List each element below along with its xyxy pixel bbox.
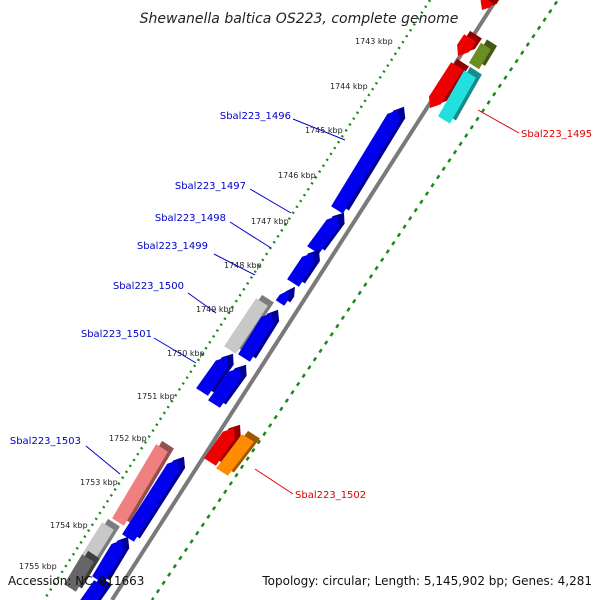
gene-label-forward[interactable]: Sbal223_1498	[155, 213, 226, 224]
rna-feature	[428, 58, 469, 108]
gene-features	[64, 0, 500, 600]
gene-arrow-sbal223-1501	[196, 353, 234, 396]
ruler-tick-label: 1751 kbp	[137, 392, 175, 401]
gene-label-forward[interactable]: Sbal223_1497	[175, 181, 246, 192]
gene-arrow	[112, 440, 174, 526]
gene-arrow-sbal223-1500	[238, 309, 280, 362]
label-leaders	[85, 109, 520, 495]
gene-arrow	[92, 536, 130, 584]
rna-feature	[480, 0, 500, 10]
ruler-tick-label: 1744 kbp	[330, 82, 368, 91]
gene-arrow-sbal223-1502	[216, 430, 260, 476]
gene-arrow-sbal223-1497	[307, 212, 345, 254]
label-leader-line	[477, 109, 520, 134]
gene-arrow-sbal223-1498	[287, 249, 320, 287]
ruler-tick-label: 1746 kbp	[278, 171, 316, 180]
gene-arrow	[208, 364, 247, 408]
label-leader-line	[249, 188, 292, 214]
gene-arrow	[224, 294, 274, 354]
ruler-tick-label: 1747 kbp	[251, 217, 289, 226]
gene-arrow	[82, 518, 120, 562]
gene-label-forward[interactable]: Sbal223_1501	[81, 329, 152, 340]
ruler-tick-label: 1749 kbp	[196, 305, 234, 314]
ruler-ticks: 1743 kbp 1744 kbp 1745 kbp 1746 kbp 1747 kbp…	[19, 37, 393, 571]
gene-arrow	[468, 39, 498, 70]
ruler-tick-label: 1748 kbp	[224, 261, 262, 270]
gene-arrow-sbal223-1496	[331, 106, 406, 214]
label-leader-line	[85, 445, 121, 475]
label-leader-line	[153, 337, 197, 364]
gene-label-forward[interactable]: Sbal223_1499	[137, 241, 208, 252]
ruler-line	[42, 0, 432, 600]
label-leader-line	[229, 221, 272, 249]
ruler-tick-label: 1754 kbp	[50, 521, 88, 530]
gene-labels: Sbal223_1496 Sbal223_1497 Sbal223_1498 Sbal…	[10, 111, 592, 501]
label-leader-line	[213, 253, 256, 276]
map-title: Shewanella baltica OS223, complete genom…	[140, 11, 459, 27]
gene-arrow	[80, 576, 112, 600]
label-leader-line	[292, 118, 346, 141]
gene-label-reverse[interactable]: Sbal223_1502	[295, 490, 366, 501]
label-leader-line	[187, 292, 217, 314]
ruler-tick-label: 1750 kbp	[167, 349, 205, 358]
gene-arrow	[64, 550, 100, 592]
gene-arrow-sbal223-1495	[438, 66, 482, 124]
feature-track-line	[150, 0, 560, 600]
rna-feature	[204, 424, 241, 466]
genome-summary-text: Topology: circular; Length: 5,145,902 bp…	[262, 574, 592, 588]
ruler-tick-label: 1753 kbp	[80, 478, 118, 487]
ruler-tick-label: 1755 kbp	[19, 562, 57, 571]
label-leader-line	[254, 468, 294, 495]
gene-label-forward[interactable]: Sbal223_1503	[10, 436, 81, 447]
accession-text: Accession: NC_011663	[8, 574, 145, 588]
gene-label-forward[interactable]: Sbal223_1496	[220, 111, 291, 122]
rna-feature	[457, 30, 482, 56]
gene-arrow-sbal223-1499	[275, 286, 295, 306]
gene-arrow-sbal223-1503	[122, 456, 186, 542]
ruler-tick-label: 1745 kbp	[305, 126, 343, 135]
ruler-tick-label: 1743 kbp	[355, 37, 393, 46]
ruler-tick-label: 1752 kbp	[109, 434, 147, 443]
gene-label-forward[interactable]: Sbal223_1500	[113, 281, 184, 292]
gene-label-reverse[interactable]: Sbal223_1495	[521, 129, 592, 140]
